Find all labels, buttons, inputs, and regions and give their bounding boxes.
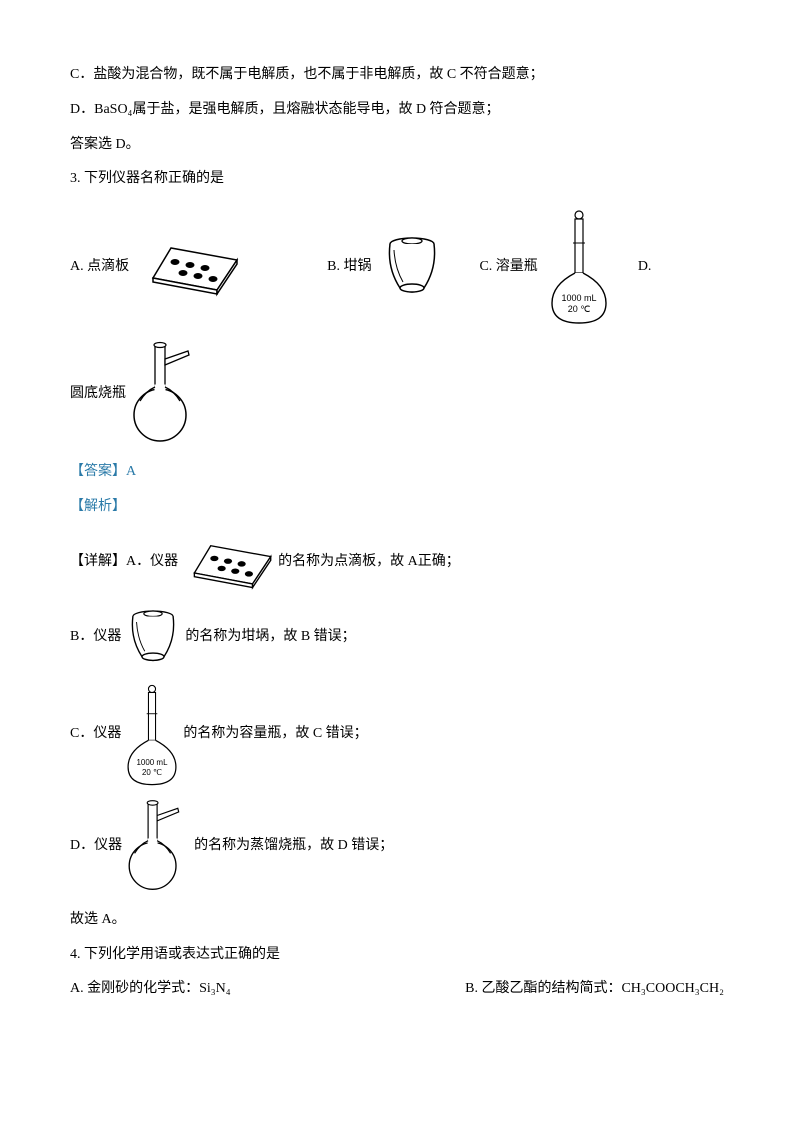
crucible-icon [377, 230, 447, 305]
q4-optA: A. 金刚砂的化学式：Si₃N₄ [70, 974, 231, 1005]
detail-c-row: C．仪器 1000 mL 20 ℃ 的名称为容量瓶，故 C 错误； [70, 681, 724, 789]
option-c-explanation: C．盐酸为混合物，既不属于电解质，也不属于非电解质，故 C 不符合题意； [70, 60, 724, 91]
q3-optB-label: B. 坩锅 [327, 252, 371, 283]
analysis-label: 【解析】 [70, 492, 724, 523]
volumetric-flask-icon-2: 1000 mL 20 ℃ [121, 681, 183, 789]
q3-optD-row: 圆底烧瓶 [70, 339, 724, 449]
detail-c-pre: C．仪器 [70, 719, 121, 750]
detail-d-post: 的名称为蒸馏烧瓶，故 D 错误； [194, 831, 393, 862]
q3-optC-label: C. 溶量瓶 [479, 252, 537, 283]
spot-plate-icon-2 [178, 531, 278, 595]
flask-label-2b: 20 ℃ [142, 768, 162, 777]
detail-b-row: B．仪器 的名称为坩埚，故 B 错误； [70, 603, 724, 673]
detail-c-post: 的名称为容量瓶，故 C 错误； [183, 719, 367, 750]
flask-label-1b: 1000 mL [137, 758, 169, 767]
q3-optD-name: 圆底烧瓶 [70, 379, 126, 410]
q4-optB: B. 乙酸乙酯的结构简式：CH₃COOCH₃CH₂ [465, 974, 724, 1005]
flask-label-2: 20 ℃ [568, 304, 591, 314]
q4-stem: 4. 下列化学用语或表达式正确的是 [70, 940, 724, 971]
detail-d-row: D．仪器 的名称为蒸馏烧瓶，故 D 错误； [70, 797, 724, 897]
q3-option-row: A. 点滴板 B. 坩锅 C. 溶量瓶 [70, 207, 724, 327]
q3-optD-prefix: D. [638, 252, 652, 283]
flask-label-1: 1000 mL [561, 293, 596, 303]
q4-options-row: A. 金刚砂的化学式：Si₃N₄ B. 乙酸乙酯的结构简式：CH₃COOCH₃C… [70, 974, 724, 1005]
final-answer: 故选 A。 [70, 905, 724, 936]
q3-stem: 3. 下列仪器名称正确的是 [70, 164, 724, 195]
detail-a-post: 的名称为点滴板，故 A正确； [278, 547, 460, 578]
distillation-flask-icon-2 [122, 797, 194, 897]
detail-d-pre: D．仪器 [70, 831, 122, 862]
distillation-flask-icon [126, 339, 206, 449]
volumetric-flask-icon: 1000 mL 20 ℃ [544, 207, 614, 327]
answer-select-d: 答案选 D。 [70, 130, 724, 161]
answer-label: 【答案】A [70, 457, 724, 488]
option-d-explanation: D．BaSO₄属于盐，是强电解质，且熔融状态能导电，故 D 符合题意； [70, 95, 724, 126]
q3-optA-label: A. 点滴板 [70, 252, 129, 283]
spot-plate-icon [135, 232, 245, 302]
detail-a-pre: 【详解】A．仪器 [70, 547, 178, 578]
detail-b-pre: B．仪器 [70, 622, 121, 653]
crucible-icon-2 [121, 603, 185, 673]
detail-a-row: 【详解】A．仪器 的名称为点滴板，故 A正确； [70, 531, 724, 595]
detail-b-post: 的名称为坩埚，故 B 错误； [185, 622, 355, 653]
